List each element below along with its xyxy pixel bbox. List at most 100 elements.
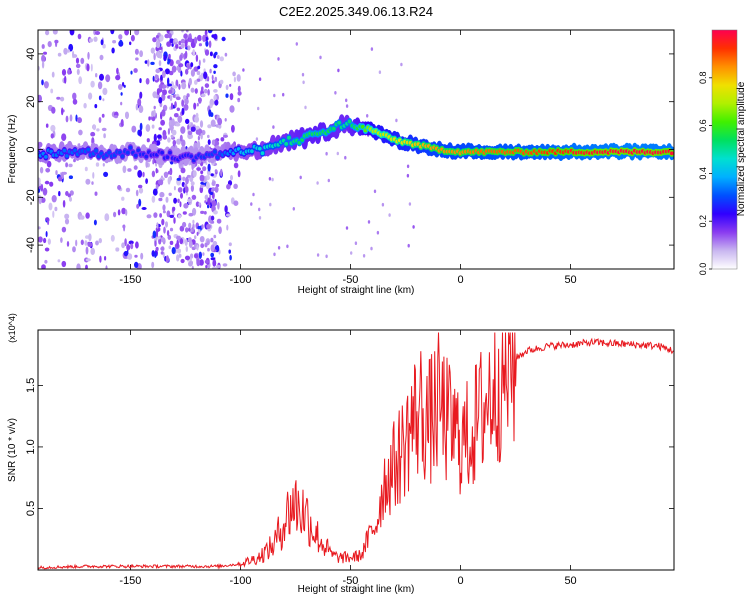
heatmap-noise-cell — [171, 43, 174, 47]
heatmap-noise-cell — [176, 107, 180, 112]
heatmap-noise-cell — [153, 212, 158, 218]
colorbar-gradient — [712, 30, 737, 269]
heatmap-noise-cell — [191, 194, 197, 200]
heatmap-noise-cell — [104, 255, 107, 261]
heatmap-noise-cell — [213, 70, 216, 75]
heatmap-noise-cell — [75, 63, 81, 69]
heatmap-noise-cell — [191, 265, 194, 269]
heatmap-noise-cell — [182, 95, 187, 100]
heatmap-noise-cell — [161, 109, 166, 117]
heatmap-noise-cell — [187, 124, 190, 131]
heatmap-noise-cell — [180, 192, 183, 199]
snr-y-ticks: 0.5 1.0 1.5 — [25, 378, 674, 516]
heatmap-noise-cell — [114, 115, 118, 119]
heatmap-noise-cell — [197, 65, 201, 70]
heatmap-noise-cell — [202, 166, 207, 172]
heatmap-noise-cell — [209, 98, 215, 106]
heatmap-noise-cell — [207, 134, 210, 139]
heatmap-noise-cell — [209, 51, 213, 57]
heatmap-noise-cell — [105, 74, 111, 83]
heatmap-noise-cell — [169, 95, 173, 102]
heatmap-noise-cell — [174, 101, 177, 108]
heatmap-noise-cell — [110, 234, 115, 242]
heatmap-noise-cell — [172, 85, 178, 89]
heatmap-noise-cell — [105, 265, 108, 269]
heatmap-noise-cell — [119, 39, 123, 46]
heatmap-noise-cell — [125, 209, 128, 216]
heatmap-noise-cell — [131, 125, 137, 133]
heatmap-noise-cell — [200, 170, 204, 175]
heatmap-noise-cell — [45, 217, 50, 221]
heatmap-ridge-core — [86, 147, 91, 152]
heatmap-ridge-core — [287, 135, 291, 140]
heatmap-noise-cell — [47, 41, 52, 48]
heatmap-noise-cell — [273, 252, 276, 257]
heatmap-noise-cell — [113, 211, 117, 218]
heatmap-noise-cell — [225, 213, 231, 217]
heatmap-noise-cell — [218, 124, 222, 129]
heatmap-noise-cell — [228, 249, 231, 254]
heatmap-ridge-core — [160, 150, 165, 155]
heatmap-noise-cell — [316, 181, 319, 185]
heatmap-noise-cell — [168, 192, 172, 196]
heatmap-noise-cell — [154, 240, 157, 247]
heatmap-noise-cell — [97, 81, 103, 90]
heatmap-noise-cell — [89, 38, 93, 43]
heatmap-noise-cell — [166, 41, 172, 47]
heatmap-noise-cell — [196, 231, 199, 236]
heatmap-noise-cell — [210, 173, 214, 177]
heatmap-noise-cell — [57, 176, 63, 182]
heatmap-noise-cell — [196, 244, 199, 251]
heatmap-noise-cell — [230, 174, 233, 181]
heatmap-noise-cell — [120, 101, 123, 106]
heatmap-noise-cell — [130, 34, 135, 42]
heatmap-noise-cell — [185, 227, 189, 233]
heatmap-noise-cell — [177, 198, 180, 203]
heatmap-noise-cell — [139, 78, 142, 84]
heatmap-ridge-core — [65, 154, 69, 158]
heatmap-noise-cell — [162, 204, 166, 211]
heatmap-noise-cell — [139, 122, 143, 131]
heatmap-noise-cell — [408, 202, 412, 206]
heatmap-noise-cell — [215, 183, 220, 188]
heatmap-noise-cell — [182, 211, 187, 215]
heatmap-noise-cell — [292, 207, 295, 211]
heatmap-noise-cell — [38, 94, 42, 103]
heatmap-noise-cell — [125, 187, 131, 193]
heatmap-noise-cell — [201, 224, 204, 230]
colorbar-tick-label: 0.0 — [698, 263, 708, 276]
heatmap-noise-cell — [135, 103, 139, 111]
spectrogram-x-tick-label: 50 — [564, 274, 576, 286]
heatmap-noise-cell — [212, 259, 217, 267]
heatmap-noise-cell — [96, 128, 100, 132]
heatmap-noise-cell — [72, 92, 77, 101]
heatmap-noise-cell — [199, 259, 204, 266]
heatmap-noise-cell — [213, 234, 217, 239]
heatmap-noise-cell — [188, 261, 193, 267]
heatmap-noise-cell — [197, 34, 202, 42]
heatmap-noise-cell — [163, 226, 166, 234]
heatmap-noise-cell — [214, 51, 218, 56]
heatmap-ridge-core — [136, 148, 141, 153]
heatmap-noise-cell — [205, 265, 208, 269]
heatmap-noise-cell — [173, 217, 176, 224]
heatmap-noise-cell — [233, 200, 239, 206]
heatmap-noise-cell — [214, 186, 219, 193]
heatmap-noise-cell — [187, 45, 191, 51]
heatmap-noise-cell — [190, 181, 195, 186]
snr-y-tick-label: 1.5 — [25, 378, 37, 393]
heatmap-noise-cell — [129, 41, 132, 46]
heatmap-noise-cell — [41, 264, 46, 269]
heatmap-noise-cell — [196, 70, 201, 76]
heatmap-noise-cell — [295, 42, 298, 46]
heatmap-noise-cell — [94, 191, 98, 196]
heatmap-noise-cell — [166, 210, 171, 218]
heatmap-noise-cell — [38, 196, 42, 205]
heatmap-noise-cell — [213, 33, 218, 40]
heatmap-noise-cell — [136, 203, 140, 209]
snr-y-tick-label: 0.5 — [25, 501, 37, 516]
heatmap-noise-cell — [407, 243, 410, 248]
heatmap-noise-cell — [151, 124, 155, 129]
heatmap-noise-cell — [185, 246, 188, 252]
heatmap-noise-cell — [164, 33, 170, 39]
